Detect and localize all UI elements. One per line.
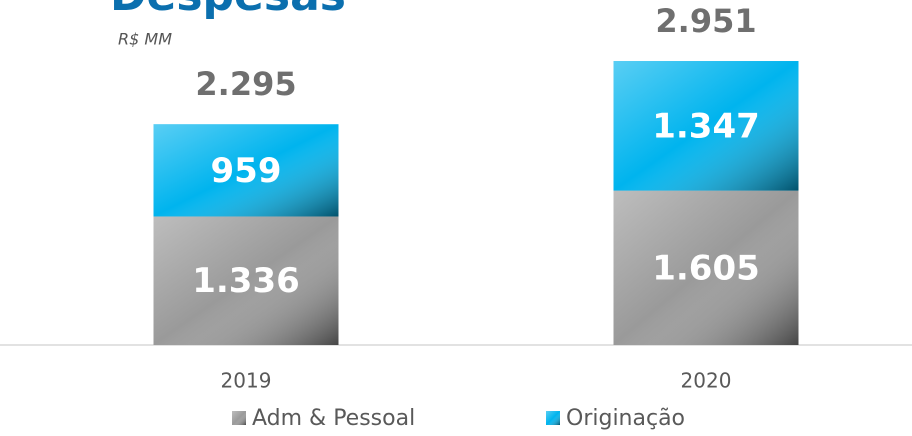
bar-shade [613, 61, 799, 191]
bar-shade [613, 190, 799, 345]
data-label: 1.347 [652, 106, 760, 146]
data-label: 959 [211, 151, 282, 191]
chart-title: Despesas [110, 0, 346, 21]
x-tick-label: 2019 [221, 369, 272, 393]
total-label: 2.951 [655, 2, 756, 40]
legend-label: Adm & Pessoal [252, 406, 415, 431]
legend-swatch-shade [232, 411, 246, 425]
total-label: 2.295 [195, 65, 296, 103]
bar-shade [153, 216, 339, 345]
data-label: 1.605 [652, 248, 760, 288]
bar-shade [153, 124, 339, 217]
legend-swatch-shade [546, 411, 560, 425]
chart-subtitle: R$ MM [118, 30, 172, 49]
data-label: 1.336 [192, 261, 300, 301]
x-tick-label: 2020 [681, 369, 732, 393]
legend-label: Originação [566, 406, 685, 431]
